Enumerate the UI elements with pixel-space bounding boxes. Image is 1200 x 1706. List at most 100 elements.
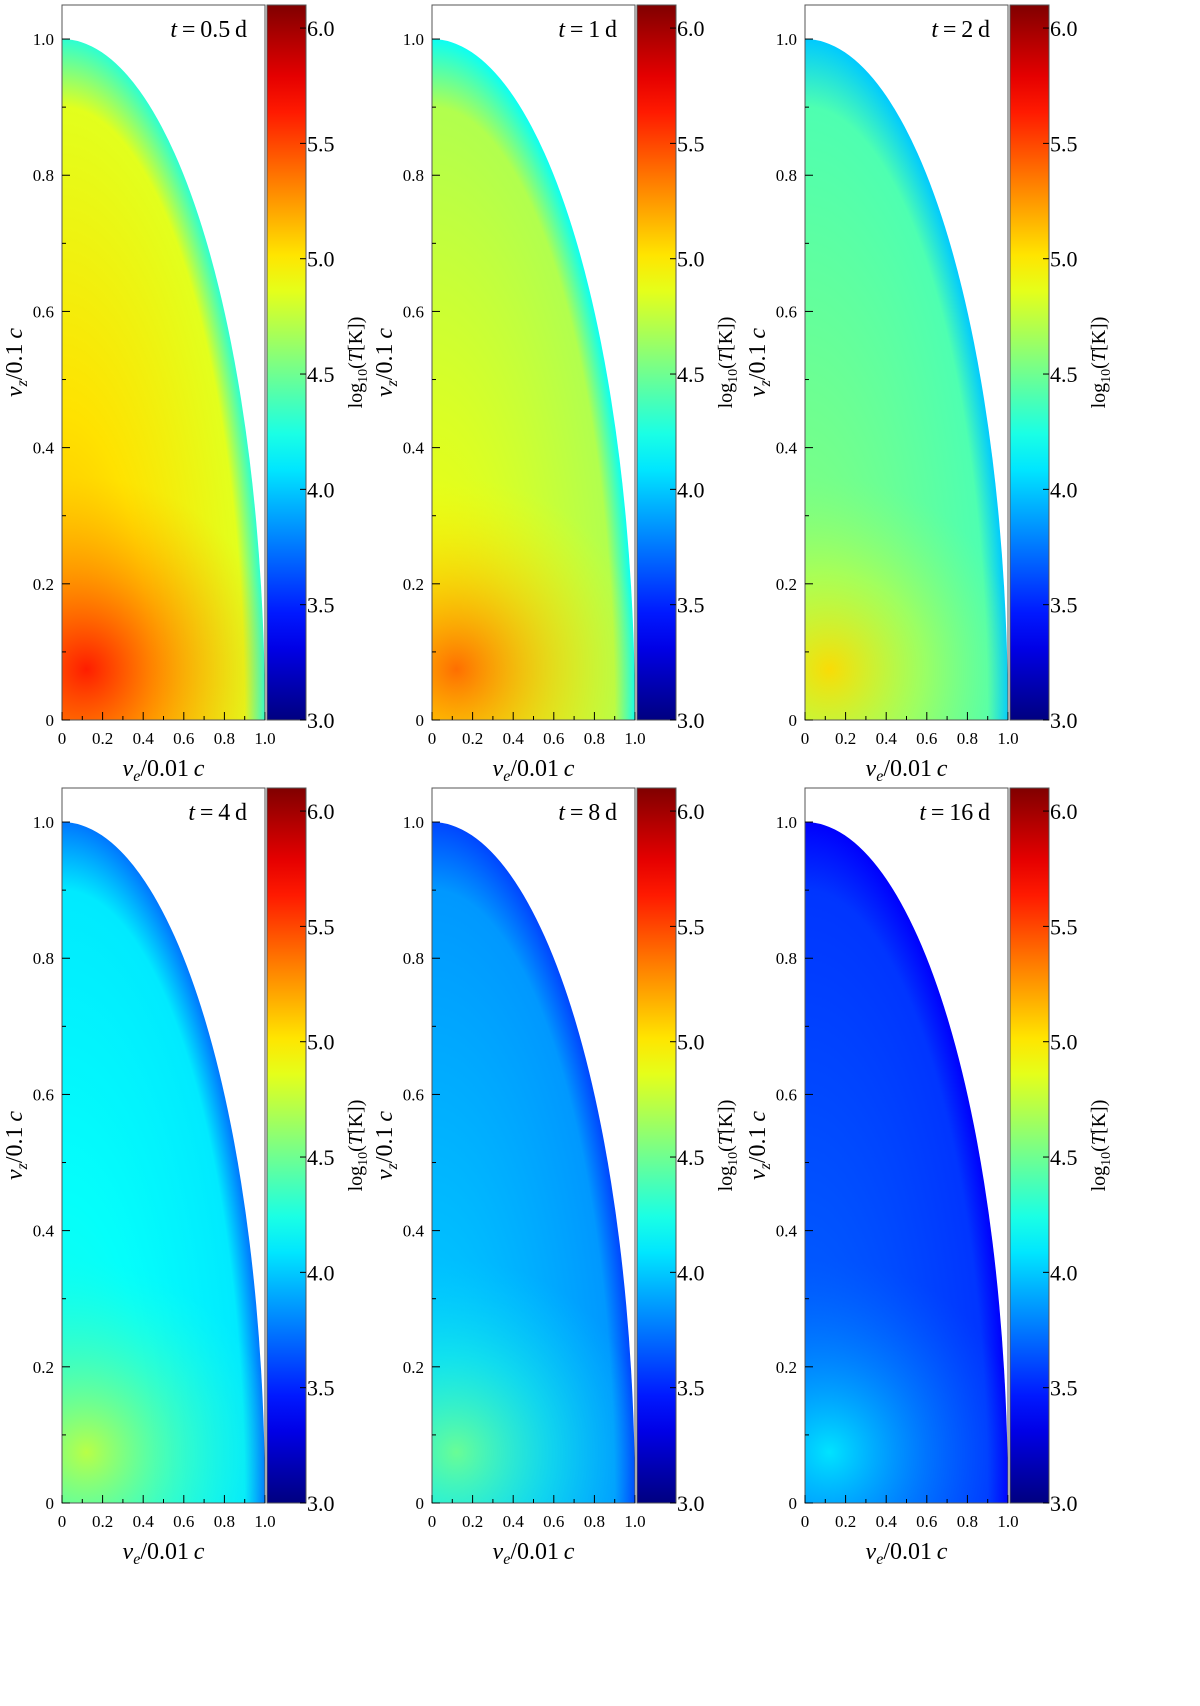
colorbar-tick-label: 4.0 — [677, 1260, 705, 1285]
y-axis-label: vz/0.1 c — [2, 1111, 31, 1180]
x-tick-label: 0.6 — [916, 729, 937, 748]
colorbar — [636, 787, 677, 1504]
x-tick-label: 0.2 — [835, 1512, 856, 1531]
y-tick-label: 0.6 — [33, 1085, 54, 1104]
y-tick-label: 0.4 — [403, 439, 425, 458]
colorbar-tick-label: 5.0 — [307, 247, 335, 272]
y-tick-label: 0.8 — [33, 166, 54, 185]
x-axis-label: ve/0.01 c — [123, 756, 205, 785]
x-tick-label: 0.6 — [173, 729, 194, 748]
colorbar-tick-label: 6.0 — [677, 16, 705, 41]
panel-2: 0 0.2 0.4 0.6 0.8 1.0 0 0.2 0.4 0.6 0.8 1.0 t = 1 d v… — [372, 4, 741, 785]
x-tick-label: 0.4 — [876, 729, 898, 748]
x-tick-label: 1.0 — [254, 729, 275, 748]
colorbar-tick-label: 4.5 — [1050, 362, 1078, 387]
x-tick-label: 0 — [801, 1512, 810, 1531]
time-label: t = 4 d — [188, 800, 247, 826]
y-tick-label: 0.8 — [33, 949, 54, 968]
colorbar-label: log10(T[K]) — [715, 1100, 741, 1192]
panel-5: 0 0.2 0.4 0.6 0.8 1.0 0 0.2 0.4 0.6 0.8 1.0 t = 8 d v… — [372, 787, 741, 1568]
colorbar-tick-label: 5.0 — [307, 1030, 335, 1055]
colorbar — [1009, 787, 1050, 1504]
colorbar — [636, 4, 677, 721]
x-tick-label: 1.0 — [997, 1512, 1018, 1531]
colorbar-tick-label: 4.5 — [677, 1145, 705, 1170]
heatmap-hot-core — [805, 822, 1008, 1503]
time-label: t = 0.5 d — [170, 17, 247, 43]
y-tick-label: 0.6 — [776, 302, 797, 321]
time-label: t = 8 d — [558, 800, 617, 826]
colorbar-tick-label: 5.5 — [1050, 131, 1078, 156]
colorbar-tick-label: 3.0 — [1050, 708, 1078, 733]
x-tick-label: 1.0 — [624, 729, 645, 748]
x-tick-label: 0.6 — [916, 1512, 937, 1531]
x-tick-label: 0.8 — [584, 1512, 605, 1531]
colorbar-tick-label: 3.5 — [1050, 1376, 1078, 1401]
y-tick-label: 0.4 — [776, 1222, 798, 1241]
y-tick-label: 0.2 — [403, 575, 424, 594]
colorbar-label: log10(T[K]) — [1088, 1100, 1114, 1192]
time-label: t = 2 d — [931, 17, 990, 43]
y-tick-label: 0.6 — [403, 1085, 424, 1104]
colorbar-tick-label: 6.0 — [677, 799, 705, 824]
y-axis-label: vz/0.1 c — [372, 328, 401, 397]
panel-6: 0 0.2 0.4 0.6 0.8 1.0 0 0.2 0.4 0.6 0.8 1.0 t = 16 d… — [745, 787, 1114, 1568]
y-tick-label: 0.4 — [33, 1222, 55, 1241]
y-tick-label: 0 — [46, 1494, 55, 1513]
time-label: t = 16 d — [919, 800, 990, 826]
x-tick-label: 1.0 — [254, 1512, 275, 1531]
x-tick-label: 0.2 — [92, 729, 113, 748]
x-tick-label: 0.4 — [503, 1512, 525, 1531]
y-axis-label: vz/0.1 c — [2, 328, 31, 397]
y-tick-label: 0 — [789, 711, 798, 730]
y-axis-label: vz/0.1 c — [745, 1111, 774, 1180]
x-tick-label: 0.6 — [543, 1512, 564, 1531]
y-tick-label: 0.4 — [33, 439, 55, 458]
colorbar-tick-label: 3.0 — [1050, 1491, 1078, 1516]
y-tick-label: 0.6 — [33, 302, 54, 321]
colorbar-tick-label: 5.0 — [677, 1030, 705, 1055]
time-label: t = 1 d — [558, 17, 617, 43]
y-tick-label: 0 — [416, 711, 425, 730]
colorbar-tick-label: 6.0 — [1050, 799, 1078, 824]
y-tick-label: 1.0 — [33, 30, 54, 49]
colorbar — [266, 787, 307, 1504]
colorbar-tick-label: 4.5 — [307, 362, 335, 387]
x-tick-label: 0.8 — [214, 1512, 235, 1531]
y-axis-label: vz/0.1 c — [745, 328, 774, 397]
colorbar-tick-label: 3.5 — [307, 1376, 335, 1401]
heatmap-hot-core — [432, 39, 635, 721]
panel-1: 0 0.2 0.4 0.6 0.8 1.0 0 0.2 0.4 0.6 0.8 1.0 t = 0.5 … — [2, 4, 371, 785]
heatmap-hot-core — [62, 39, 265, 721]
colorbar-tick-label: 3.0 — [677, 708, 705, 733]
panel-3: 0 0.2 0.4 0.6 0.8 1.0 0 0.2 0.4 0.6 0.8 1.0 t = 2 d v… — [745, 4, 1114, 785]
colorbar-tick-label: 3.5 — [1050, 593, 1078, 618]
y-tick-label: 0.6 — [776, 1085, 797, 1104]
colorbar-tick-label: 4.0 — [1050, 1260, 1078, 1285]
x-axis-label: ve/0.01 c — [493, 1539, 575, 1568]
colorbar-tick-label: 4.5 — [677, 362, 705, 387]
x-tick-label: 0.4 — [133, 1512, 155, 1531]
x-axis-label: ve/0.01 c — [866, 1539, 948, 1568]
y-tick-label: 1.0 — [776, 30, 797, 49]
colorbar-tick-label: 6.0 — [1050, 16, 1078, 41]
colorbar — [266, 4, 307, 721]
colorbar-tick-label: 3.5 — [677, 1376, 705, 1401]
colorbar-tick-label: 6.0 — [307, 16, 335, 41]
x-tick-label: 0.2 — [462, 1512, 483, 1531]
x-tick-label: 0.8 — [214, 729, 235, 748]
colorbar-tick-label: 5.5 — [677, 131, 705, 156]
colorbar-tick-label: 5.5 — [677, 914, 705, 939]
y-tick-label: 0.2 — [403, 1358, 424, 1377]
x-tick-label: 0.6 — [543, 729, 564, 748]
x-tick-label: 0 — [428, 729, 437, 748]
y-tick-label: 0.8 — [776, 949, 797, 968]
x-tick-label: 0 — [801, 729, 810, 748]
heatmap-hot-core — [805, 39, 1008, 721]
y-tick-label: 0.2 — [776, 575, 797, 594]
x-axis-label: ve/0.01 c — [493, 756, 575, 785]
x-tick-label: 0.4 — [503, 729, 525, 748]
x-axis-label: ve/0.01 c — [123, 1539, 205, 1568]
y-tick-label: 0.4 — [776, 439, 798, 458]
